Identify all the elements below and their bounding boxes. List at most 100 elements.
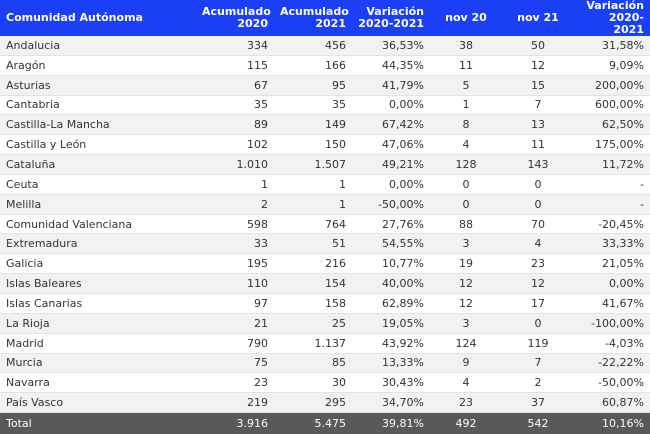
cell-nov-21: 23 xyxy=(502,253,574,275)
table-row: Islas Baleares 110 154 40,00% 12 12 0,00% xyxy=(0,273,650,294)
cell-acumulado-2021: 456 xyxy=(274,36,352,56)
cell-acumulado-2021: 764 xyxy=(274,214,352,235)
total-acumulado-2021: 5.475 xyxy=(274,412,352,434)
cell-variacion-acumulado: 27,76% xyxy=(352,214,430,235)
cell-acumulado-2021: 216 xyxy=(274,253,352,275)
cell-acumulado-2020: 334 xyxy=(196,36,274,56)
cell-acumulado-2020: 23 xyxy=(196,372,274,394)
cell-variacion-acumulado: 62,89% xyxy=(352,293,430,314)
header-nov-20: nov 20 xyxy=(430,0,502,36)
cell-acumulado-2020: 97 xyxy=(196,293,274,314)
cell-variacion-acumulado: 67,42% xyxy=(352,114,430,136)
cell-acumulado-2021: 95 xyxy=(274,75,352,96)
table-row: Cataluña 1.010 1.507 49,21% 128 143 11,72% xyxy=(0,154,650,175)
cell-variacion-nov: 31,58% xyxy=(574,36,650,56)
cell-acumulado-2021: 295 xyxy=(274,392,352,414)
cell-variacion-nov: 21,05% xyxy=(574,253,650,275)
cell-nov-21: 0 xyxy=(502,313,574,334)
total-row: Total 3.916 5.475 39,81% 492 542 10,16% xyxy=(0,412,650,434)
cell-acumulado-2020: 219 xyxy=(196,392,274,414)
cell-nov-20: 3 xyxy=(430,233,502,255)
cell-nov-21: 143 xyxy=(502,154,574,175)
cell-acumulado-2021: 25 xyxy=(274,313,352,334)
cell-region: Castilla y León xyxy=(0,134,196,156)
cell-region: País Vasco xyxy=(0,392,196,414)
cell-nov-20: 5 xyxy=(430,75,502,96)
cell-nov-21: 2 xyxy=(502,372,574,394)
cell-nov-20: 0 xyxy=(430,174,502,195)
table-row: Extremadura 33 51 54,55% 3 4 33,33% xyxy=(0,233,650,255)
cell-acumulado-2021: 1 xyxy=(274,194,352,215)
cell-variacion-nov: -22,22% xyxy=(574,353,650,374)
header-variacion-nov: Variación 2020-2021 xyxy=(574,0,650,36)
cell-region: La Rioja xyxy=(0,313,196,334)
cell-variacion-acumulado: 30,43% xyxy=(352,372,430,394)
cell-nov-20: 88 xyxy=(430,214,502,235)
header-acumulado-2021: Acumulado 2021 xyxy=(274,0,352,36)
cell-region: Galicia xyxy=(0,253,196,275)
cell-variacion-nov: 11,72% xyxy=(574,154,650,175)
cell-nov-20: 12 xyxy=(430,293,502,314)
cell-region: Islas Baleares xyxy=(0,273,196,294)
cell-nov-20: 128 xyxy=(430,154,502,175)
cell-region: Castilla-La Mancha xyxy=(0,114,196,136)
cell-nov-21: 11 xyxy=(502,134,574,156)
cell-variacion-acumulado: 41,79% xyxy=(352,75,430,96)
cell-acumulado-2020: 1 xyxy=(196,174,274,195)
cell-region: Cantabria xyxy=(0,95,196,116)
cell-nov-20: 38 xyxy=(430,36,502,56)
table-row: Aragón 115 166 44,35% 11 12 9,09% xyxy=(0,55,650,76)
cell-acumulado-2021: 51 xyxy=(274,233,352,255)
total-acumulado-2020: 3.916 xyxy=(196,412,274,434)
table-row: Comunidad Valenciana 598 764 27,76% 88 70 -20,… xyxy=(0,214,650,235)
cell-nov-21: 50 xyxy=(502,36,574,56)
cell-acumulado-2021: 1 xyxy=(274,174,352,195)
cell-variacion-acumulado: 47,06% xyxy=(352,134,430,156)
cell-acumulado-2021: 85 xyxy=(274,353,352,374)
table-row: La Rioja 21 25 19,05% 3 0 -100,00% xyxy=(0,313,650,334)
cell-nov-20: 19 xyxy=(430,253,502,275)
cell-nov-21: 7 xyxy=(502,353,574,374)
cell-nov-21: 17 xyxy=(502,293,574,314)
cell-acumulado-2020: 2 xyxy=(196,194,274,215)
cell-nov-20: 0 xyxy=(430,194,502,215)
cell-nov-21: 0 xyxy=(502,174,574,195)
cell-region: Islas Canarias xyxy=(0,293,196,314)
cell-nov-21: 37 xyxy=(502,392,574,414)
cell-variacion-nov: -50,00% xyxy=(574,372,650,394)
cell-acumulado-2020: 1.010 xyxy=(196,154,274,175)
table-row: Castilla-La Mancha 89 149 67,42% 8 13 62,50% xyxy=(0,114,650,136)
cell-acumulado-2020: 102 xyxy=(196,134,274,156)
cell-variacion-acumulado: 0,00% xyxy=(352,95,430,116)
cell-region: Murcia xyxy=(0,353,196,374)
total-variacion-nov: 10,16% xyxy=(574,412,650,434)
header-region: Comunidad Autónoma xyxy=(0,0,196,36)
cell-variacion-nov: 0,00% xyxy=(574,273,650,294)
table-row: Castilla y León 102 150 47,06% 4 11 175,00% xyxy=(0,134,650,156)
table-row: Ceuta 1 1 0,00% 0 0- xyxy=(0,174,650,195)
total-label: Total xyxy=(0,412,196,434)
cell-variacion-acumulado: 34,70% xyxy=(352,392,430,414)
cell-region: Comunidad Valenciana xyxy=(0,214,196,235)
cell-acumulado-2020: 115 xyxy=(196,55,274,76)
cell-variacion-nov: 33,33% xyxy=(574,233,650,255)
total-nov-21: 542 xyxy=(502,412,574,434)
cell-variacion-nov: 60,87% xyxy=(574,392,650,414)
cell-nov-21: 119 xyxy=(502,333,574,354)
cell-acumulado-2020: 790 xyxy=(196,333,274,354)
cell-variacion-nov: 600,00% xyxy=(574,95,650,116)
cell-region: Asturias xyxy=(0,75,196,96)
cell-variacion-acumulado: 54,55% xyxy=(352,233,430,255)
total-nov-20: 492 xyxy=(430,412,502,434)
cell-nov-21: 12 xyxy=(502,55,574,76)
table-row: Asturias 67 95 41,79% 5 15 200,00% xyxy=(0,75,650,96)
cell-region: Aragón xyxy=(0,55,196,76)
cell-nov-20: 9 xyxy=(430,353,502,374)
cell-variacion-acumulado: 44,35% xyxy=(352,55,430,76)
cell-acumulado-2021: 1.137 xyxy=(274,333,352,354)
cell-nov-21: 7 xyxy=(502,95,574,116)
cell-variacion-nov: 41,67% xyxy=(574,293,650,314)
cell-nov-21: 4 xyxy=(502,233,574,255)
cell-acumulado-2020: 75 xyxy=(196,353,274,374)
